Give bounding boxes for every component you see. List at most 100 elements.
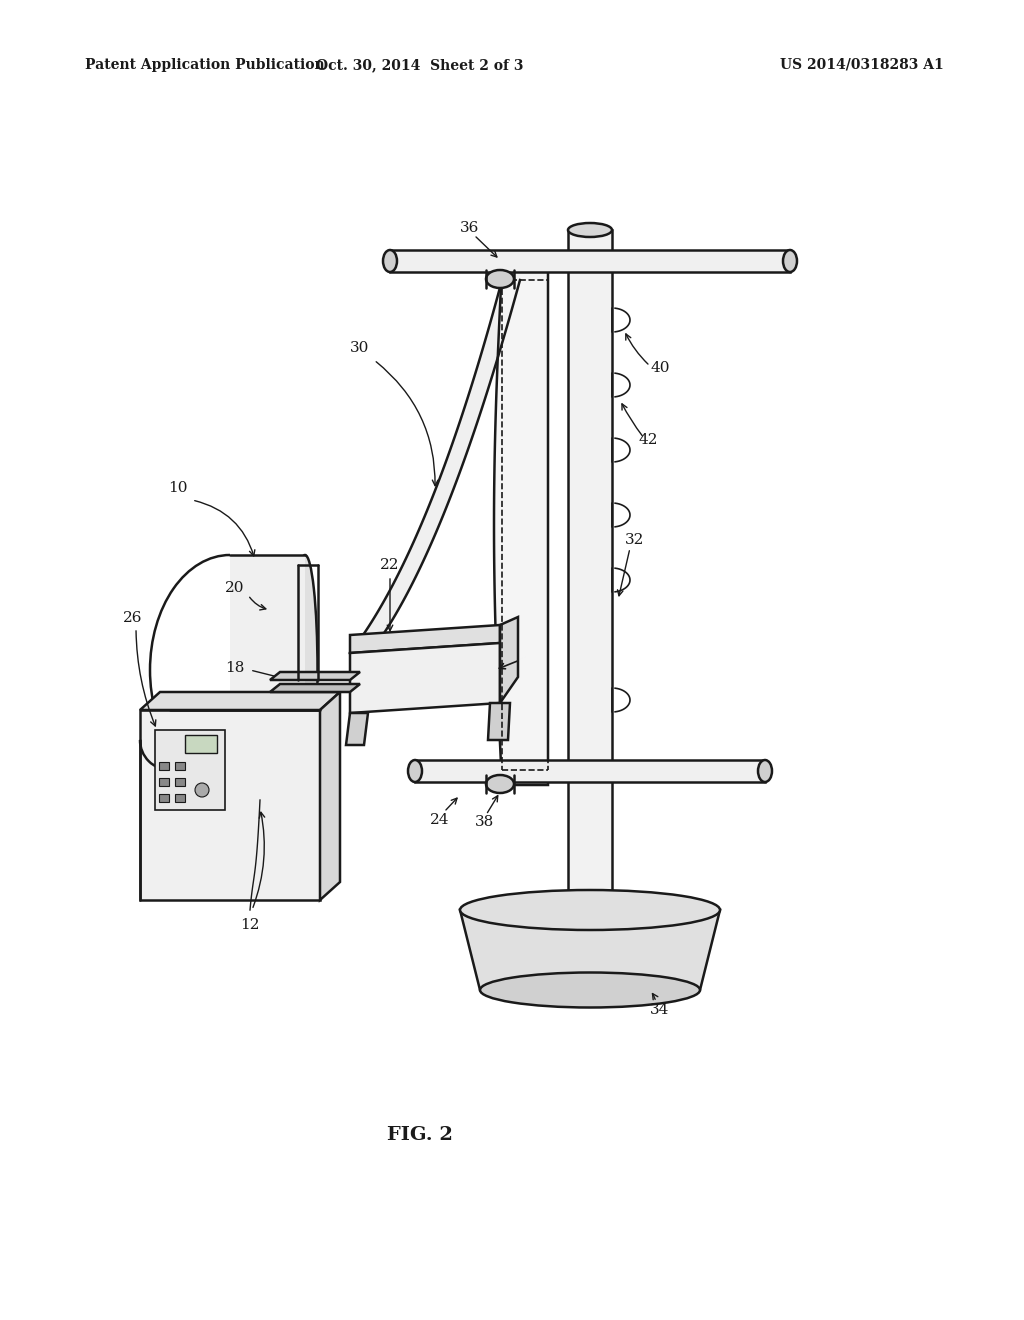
Bar <box>185 735 217 752</box>
Polygon shape <box>444 458 464 467</box>
Text: 20: 20 <box>225 581 245 595</box>
Polygon shape <box>455 429 474 438</box>
Polygon shape <box>427 506 446 513</box>
Text: 30: 30 <box>350 341 370 355</box>
Polygon shape <box>390 249 790 272</box>
Polygon shape <box>442 465 462 474</box>
Polygon shape <box>458 421 477 432</box>
Bar <box>155 730 225 810</box>
Polygon shape <box>393 579 414 587</box>
Polygon shape <box>414 536 433 544</box>
Text: Oct. 30, 2014  Sheet 2 of 3: Oct. 30, 2014 Sheet 2 of 3 <box>316 58 523 73</box>
Ellipse shape <box>408 760 422 781</box>
Polygon shape <box>463 407 482 416</box>
Polygon shape <box>472 375 493 384</box>
Text: 40: 40 <box>650 360 670 375</box>
Polygon shape <box>495 298 515 308</box>
Text: 32: 32 <box>626 533 645 546</box>
Polygon shape <box>403 558 423 566</box>
Polygon shape <box>319 692 340 900</box>
Bar <box>175 777 185 785</box>
Polygon shape <box>450 444 469 453</box>
Polygon shape <box>385 595 406 601</box>
Polygon shape <box>494 265 548 785</box>
Polygon shape <box>400 564 421 572</box>
Bar <box>159 795 169 803</box>
Polygon shape <box>382 599 403 606</box>
Ellipse shape <box>783 249 797 272</box>
Polygon shape <box>424 511 443 520</box>
Polygon shape <box>432 492 452 502</box>
Polygon shape <box>358 639 380 643</box>
Polygon shape <box>270 684 360 692</box>
Polygon shape <box>453 437 472 446</box>
Ellipse shape <box>486 271 514 288</box>
Polygon shape <box>439 473 459 482</box>
Polygon shape <box>460 414 479 424</box>
Bar <box>175 795 185 803</box>
Polygon shape <box>480 350 500 360</box>
Polygon shape <box>487 325 507 334</box>
Polygon shape <box>447 451 467 461</box>
Text: 18: 18 <box>225 661 245 675</box>
Polygon shape <box>488 704 510 741</box>
Polygon shape <box>409 548 428 556</box>
Polygon shape <box>406 553 426 561</box>
Polygon shape <box>467 391 487 400</box>
Polygon shape <box>460 909 720 990</box>
Polygon shape <box>470 383 489 392</box>
Polygon shape <box>422 517 441 527</box>
Polygon shape <box>390 585 411 591</box>
Polygon shape <box>140 710 319 900</box>
Bar <box>159 777 169 785</box>
Polygon shape <box>419 524 438 532</box>
Polygon shape <box>350 643 500 713</box>
Polygon shape <box>352 645 375 649</box>
Polygon shape <box>360 635 383 639</box>
Text: 38: 38 <box>475 814 495 829</box>
Text: 24: 24 <box>430 813 450 828</box>
Text: Patent Application Publication: Patent Application Publication <box>85 58 325 73</box>
Ellipse shape <box>293 554 317 785</box>
Polygon shape <box>500 280 520 289</box>
Text: US 2014/0318283 A1: US 2014/0318283 A1 <box>780 58 944 73</box>
Polygon shape <box>355 642 378 647</box>
Polygon shape <box>482 342 502 351</box>
Text: 22: 22 <box>380 558 399 572</box>
Polygon shape <box>395 574 416 582</box>
Ellipse shape <box>486 775 514 793</box>
Text: 12: 12 <box>241 917 260 932</box>
Polygon shape <box>465 399 484 408</box>
Polygon shape <box>417 529 436 539</box>
Polygon shape <box>477 359 497 368</box>
Ellipse shape <box>383 249 397 272</box>
Polygon shape <box>398 569 419 577</box>
Polygon shape <box>140 692 340 710</box>
Text: 10: 10 <box>168 480 187 495</box>
Bar <box>159 762 169 770</box>
Polygon shape <box>437 479 457 488</box>
Ellipse shape <box>460 890 720 931</box>
Ellipse shape <box>758 760 772 781</box>
Ellipse shape <box>480 973 700 1007</box>
Bar <box>175 762 185 770</box>
Polygon shape <box>380 605 400 610</box>
Polygon shape <box>497 289 517 298</box>
Polygon shape <box>346 713 368 744</box>
Ellipse shape <box>568 223 612 238</box>
Text: FIG. 2: FIG. 2 <box>387 1126 453 1144</box>
Text: 42: 42 <box>638 433 657 447</box>
Text: 36: 36 <box>461 220 479 235</box>
Polygon shape <box>350 624 500 653</box>
Polygon shape <box>369 622 390 627</box>
Polygon shape <box>489 315 510 325</box>
Polygon shape <box>568 230 612 900</box>
Polygon shape <box>374 614 395 619</box>
Polygon shape <box>484 333 505 343</box>
Polygon shape <box>270 672 360 680</box>
Polygon shape <box>372 618 393 623</box>
Polygon shape <box>475 367 495 376</box>
Polygon shape <box>364 631 385 635</box>
Polygon shape <box>493 308 512 317</box>
Polygon shape <box>415 760 765 781</box>
